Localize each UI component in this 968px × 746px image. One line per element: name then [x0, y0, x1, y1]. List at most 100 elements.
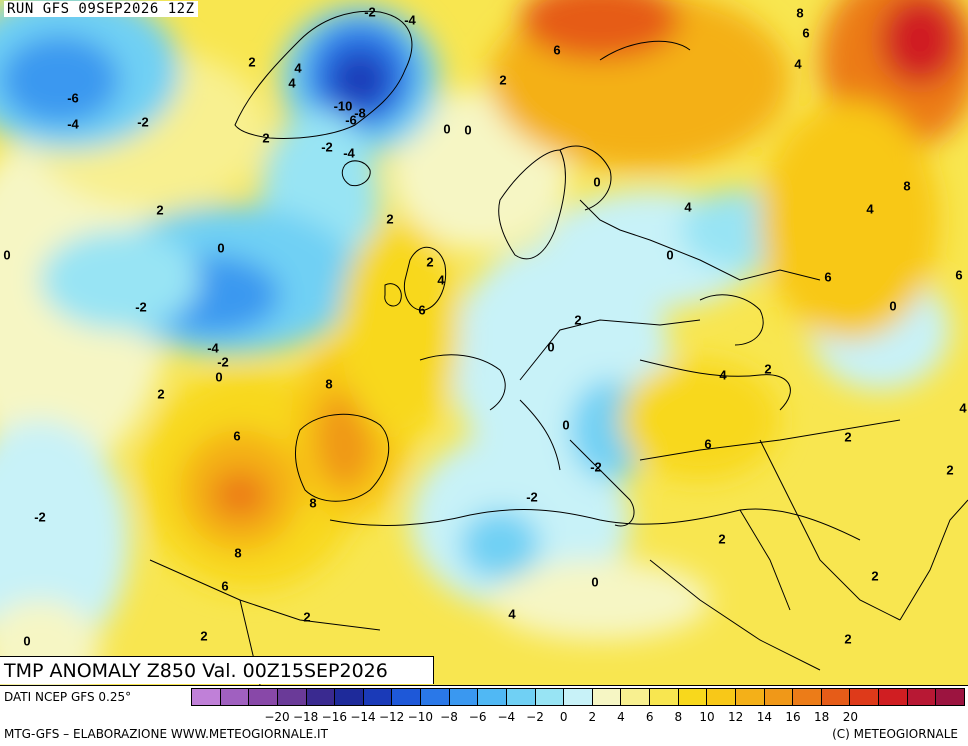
run-title: RUN GFS 09SEP2026 12Z — [4, 1, 198, 17]
contour-label: 0 — [443, 121, 451, 137]
footer-credit: MTG-GFS – ELABORAZIONE WWW.METEOGIORNALE… — [4, 727, 328, 741]
contour-label: 4 — [437, 272, 445, 288]
color-swatch — [735, 689, 765, 705]
color-swatch — [192, 689, 221, 705]
color-swatch — [793, 689, 822, 705]
contour-label: -4 — [67, 116, 79, 132]
footer-copyright: (C) METEOGIORNALE — [832, 727, 958, 741]
contour-label: -6 — [345, 112, 357, 128]
contour-label: 2 — [156, 202, 164, 218]
scale-tick-label: −6 — [468, 710, 487, 724]
contour-label: 0 — [666, 247, 674, 263]
anomaly-field — [0, 0, 968, 685]
scale-tick-label: 8 — [674, 710, 683, 724]
contour-label: 4 — [794, 56, 802, 72]
contour-label: 2 — [248, 54, 256, 70]
contour-label: 4 — [684, 199, 692, 215]
contour-label: 2 — [871, 568, 879, 584]
color-swatch — [478, 689, 507, 705]
contour-label: 0 — [562, 417, 570, 433]
map-panel: RUN GFS 09SEP2026 12Z -2 -4 8 6 6 4 2 4 4 -6 -4 -2 2… — [0, 0, 968, 685]
contour-label: 6 — [233, 428, 241, 444]
contour-label: 2 — [844, 429, 852, 445]
color-swatch — [621, 689, 650, 705]
contour-label: -6 — [67, 90, 79, 106]
contour-label: 2 — [157, 386, 165, 402]
contour-label: 2 — [946, 462, 954, 478]
scale-tick-label: 14 — [756, 710, 772, 724]
contour-label: 6 — [553, 42, 561, 58]
contour-label: 4 — [294, 60, 302, 76]
contour-label: 6 — [221, 578, 229, 594]
contour-label: 0 — [217, 240, 225, 256]
scale-tick-label: 4 — [617, 710, 625, 724]
scale-tick-label: −2 — [526, 710, 544, 724]
contour-label: 8 — [234, 545, 242, 561]
contour-label: 4 — [866, 201, 874, 217]
color-swatch — [821, 689, 851, 705]
color-swatch — [907, 689, 937, 705]
contour-label: 6 — [955, 267, 963, 283]
contour-label: 4 — [959, 400, 967, 416]
field-title: TMP ANOMALY Z850 Val. 00Z15SEP2026 — [0, 656, 434, 684]
coastlines — [149, 10, 968, 685]
color-swatch — [421, 689, 450, 705]
color-swatch — [220, 689, 250, 705]
scale-tick-label: 10 — [699, 710, 715, 724]
contour-label: 0 — [23, 633, 31, 649]
color-swatch — [506, 689, 536, 705]
contour-label: 8 — [309, 495, 317, 511]
scale-tick-label: −18 — [292, 710, 319, 724]
contour-label: 0 — [3, 247, 11, 263]
color-swatch — [392, 689, 421, 705]
contour-label: 4 — [508, 606, 516, 622]
scale-tick-label: −12 — [378, 710, 405, 724]
color-swatch — [306, 689, 336, 705]
contour-label: 0 — [547, 339, 555, 355]
scale-tick-label: 20 — [842, 710, 858, 724]
color-swatch — [650, 689, 679, 705]
scale-tick-label: 2 — [588, 710, 597, 724]
contour-label: 6 — [802, 25, 810, 41]
contour-label: -10 — [333, 98, 353, 114]
color-swatch — [564, 689, 593, 705]
contour-label: 0 — [215, 369, 223, 385]
color-swatch — [535, 689, 565, 705]
contour-label: 2 — [386, 211, 394, 227]
color-swatch — [850, 689, 879, 705]
color-swatch — [678, 689, 708, 705]
scale-tick-label: 0 — [559, 710, 568, 724]
data-source: DATI NCEP GFS 0.25° — [4, 690, 132, 704]
contour-label: -4 — [207, 340, 219, 356]
scale-tick-label: −16 — [321, 710, 347, 724]
contour-label: -2 — [34, 509, 46, 525]
contour-label: 6 — [704, 436, 712, 452]
color-swatch — [764, 689, 794, 705]
contour-label: 0 — [889, 298, 897, 314]
color-swatch — [449, 689, 479, 705]
anomaly-map — [0, 0, 968, 685]
scale-tick-label: −14 — [350, 710, 376, 724]
legend: DATI NCEP GFS 0.25° −20 −18 −16 −14 −12 −10 −8… — [0, 685, 968, 746]
contour-label: 2 — [200, 628, 208, 644]
contour-label: -2 — [217, 354, 229, 370]
color-swatch — [335, 689, 364, 705]
contour-label: 8 — [903, 178, 911, 194]
contour-label: -4 — [404, 12, 416, 28]
color-swatch — [936, 689, 964, 705]
color-scale-bar — [191, 688, 965, 706]
contour-label: 6 — [824, 269, 832, 285]
contour-label: -2 — [321, 139, 333, 155]
scale-tick-label: −20 — [264, 710, 290, 724]
contour-label: 0 — [593, 174, 601, 190]
color-swatch — [249, 689, 278, 705]
contour-label: 0 — [591, 574, 599, 590]
contour-label: 2 — [764, 361, 772, 377]
color-swatch — [707, 689, 736, 705]
scale-tick-label: 18 — [814, 710, 830, 724]
contour-label: 2 — [574, 312, 582, 328]
contour-label: -2 — [364, 4, 376, 20]
contour-label: 2 — [262, 130, 270, 146]
contour-label: 2 — [844, 631, 852, 647]
scale-tick-label: −4 — [497, 710, 516, 724]
